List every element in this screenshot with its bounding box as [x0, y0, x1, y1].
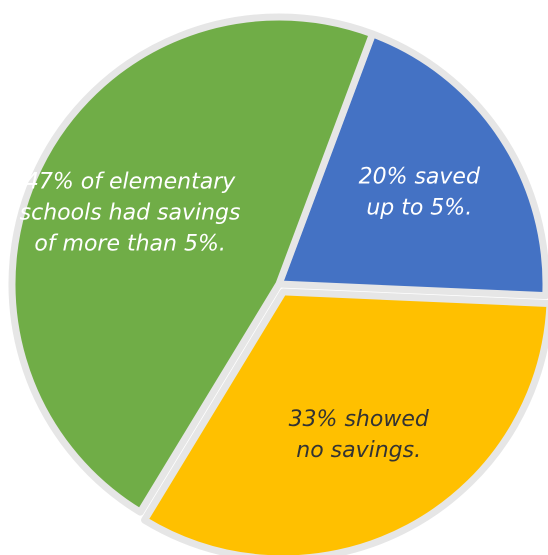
pie-slice-label-line: schools had savings — [20, 201, 241, 226]
pie-slice-2 — [141, 288, 548, 555]
pie-slice-label-line: 20% saved — [359, 165, 481, 190]
pie-slice-3 — [8, 13, 377, 516]
pie-slice-label-2: 33% showed no savings. — [289, 407, 430, 463]
pie-slice-label-line: 33% showed — [289, 407, 430, 432]
pie-slice-label-line: 47% of elementary — [25, 170, 236, 195]
pie-slice-label-3: 47% of elementary schools had savings of m… — [20, 170, 241, 257]
pie-slice-label-line: up to 5%. — [366, 196, 472, 221]
pie-slice-1 — [275, 30, 548, 300]
pie-slices — [8, 13, 548, 555]
pie-slice-label-1: 20% saved up to 5%. — [359, 165, 481, 221]
pie-slice-label-line: of more than 5%. — [34, 232, 226, 257]
pie-labels: 20% saved up to 5%. 33% showed no savings. 4… — [20, 165, 481, 463]
pie-slice-label-line: no savings. — [296, 438, 421, 463]
